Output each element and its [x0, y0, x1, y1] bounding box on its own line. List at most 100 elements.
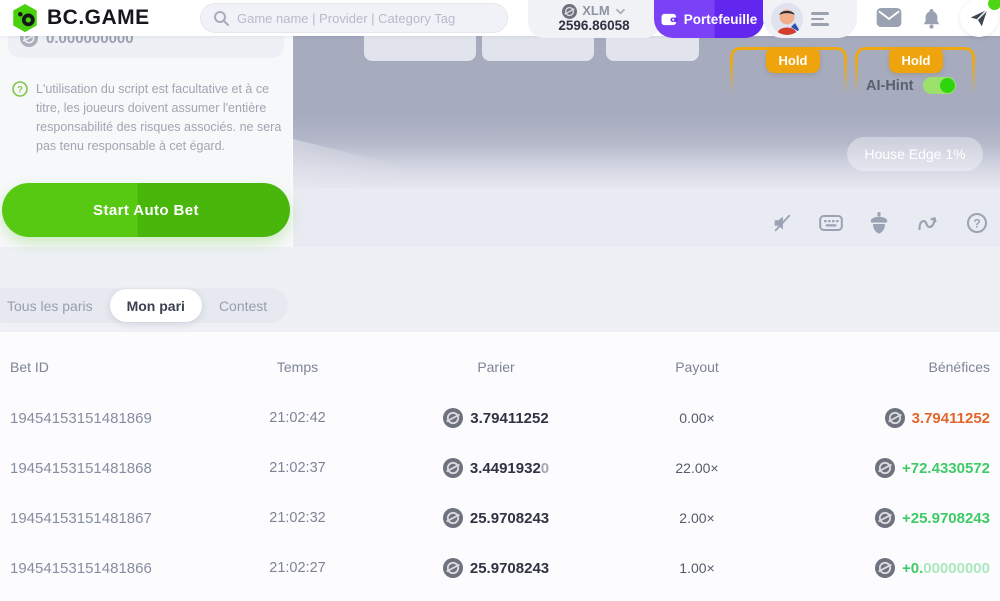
bets-tab-group: Tous les paris Mon pari Contest: [0, 288, 289, 323]
bet-id-cell: 19454153151481868: [10, 459, 152, 477]
tab-contest[interactable]: Contest: [218, 297, 268, 314]
profit-amount-main: +25.9708243: [901, 509, 990, 527]
xlm-coin-icon: [874, 458, 895, 478]
card-back: [482, 36, 594, 61]
profit-cell-text: +0.00000000: [902, 560, 990, 577]
payout-cell: 1.00×: [679, 560, 715, 576]
balance-currency-selector[interactable]: XLM 2596.86058: [528, 0, 660, 38]
bet-amount-main: 3.79411252: [470, 409, 549, 427]
bets-table-rows: 19454153151481869 21:02:42 3.79411252 0.…: [0, 393, 1000, 593]
xlm-coin-icon: [443, 408, 464, 428]
xlm-coin-icon: [884, 408, 905, 428]
tab-my-bet[interactable]: Mon pari: [109, 289, 202, 322]
house-edge-badge: House Edge 1%: [847, 137, 983, 171]
profit-cell: +72.4330572: [792, 458, 1000, 478]
xlm-coin-icon: [874, 508, 895, 528]
tab-all-bets[interactable]: Tous les paris: [7, 297, 93, 314]
ai-hint-control: AI-Hint: [866, 77, 956, 94]
toggle-knob: [939, 78, 955, 93]
wallet-button[interactable]: Portefeuille: [654, 0, 764, 38]
profit-cell-text: +72.4330572: [902, 460, 990, 477]
bcgame-logo-text: BC.GAME: [47, 6, 150, 29]
bet-amount-main: 25.9708243: [469, 509, 550, 527]
game-search-bar[interactable]: Game name | Provider | Category Tag: [200, 3, 508, 33]
user-menu: [763, 0, 857, 38]
chevron-down-icon: [615, 8, 625, 15]
chat-icon[interactable]: [960, 0, 998, 37]
wallet-button-label: Portefeuille: [683, 11, 758, 27]
bet-amount-text: 3.44919320: [470, 460, 549, 477]
bet-cell: 3.79411252: [390, 408, 602, 428]
svg-text:?: ?: [973, 217, 980, 231]
question-icon: ?: [12, 81, 28, 103]
hold-left-button[interactable]: Hold: [766, 47, 820, 73]
profit-cell: +0.00000000: [792, 558, 1000, 578]
col-header-time: Temps: [276, 359, 319, 375]
notification-badge: [986, 0, 1000, 12]
hotkeys-keyboard-icon[interactable]: [818, 210, 844, 236]
xlm-coin-icon: [442, 558, 463, 578]
script-disclaimer: ? L'utilisation du script est facultativ…: [12, 80, 284, 156]
profit-amount-main: +72.4330572: [901, 459, 990, 477]
bet-cell: 3.44919320: [390, 458, 602, 478]
sound-muted-icon[interactable]: [769, 210, 795, 236]
time-cell: 21:02:32: [269, 510, 326, 526]
table-row[interactable]: 19454153151481869 21:02:42 3.79411252 0.…: [0, 393, 1000, 443]
bet-amount-text: 25.9708243: [470, 510, 549, 527]
game-toolbar: ?: [293, 188, 1000, 247]
time-cell: 21:02:42: [269, 410, 326, 426]
search-icon: [214, 11, 229, 26]
profit-cell: 3.79411252: [792, 408, 1000, 428]
menu-icon[interactable]: [811, 12, 829, 26]
bet-cell: 25.9708243: [390, 508, 602, 528]
bets-table-header: Bet ID Temps Parier Payout Bénéfices: [0, 332, 1000, 380]
col-header-bet-id: Bet ID: [10, 359, 49, 375]
currency-label: XLM: [582, 3, 610, 19]
wallet-icon: [661, 13, 678, 25]
live-stats-icon[interactable]: [915, 210, 941, 236]
bet-amount-main: 25.9708243: [469, 559, 550, 577]
table-row[interactable]: 19454153151481868 21:02:37 3.44919320 22…: [0, 443, 1000, 493]
col-header-bet: Parier: [477, 359, 515, 375]
profit-amount-dim: 00000000: [923, 559, 990, 577]
table-row[interactable]: 19454153151481866 21:02:27 25.9708243 1.…: [0, 543, 1000, 593]
xlm-coin-icon: [442, 458, 463, 478]
balance-value: 2596.86058: [558, 18, 630, 34]
top-navigation-bar: BC.GAME Game name | Provider | Category …: [0, 0, 1000, 38]
hold-right-button[interactable]: Hold: [889, 47, 943, 73]
bet-amount-main: 3.4491932: [469, 459, 541, 477]
time-cell: 21:02:27: [269, 560, 326, 576]
card-back: [606, 36, 699, 61]
table-row[interactable]: 19454153151481867 21:02:32 25.9708243 2.…: [0, 493, 1000, 543]
bet-id-cell: 19454153151481869: [10, 409, 152, 427]
profit-cell-text: +25.9708243: [902, 510, 990, 527]
search-placeholder: Game name | Provider | Category Tag: [237, 10, 456, 26]
disclaimer-text: L'utilisation du script est facultative …: [36, 82, 282, 153]
acorn-icon[interactable]: [866, 210, 892, 236]
time-cell: 21:02:37: [269, 460, 326, 476]
start-auto-bet-button[interactable]: Start Auto Bet: [2, 183, 290, 237]
help-icon[interactable]: ?: [964, 210, 990, 236]
bet-settings-panel: 0.000000000 ? L'utilisation du script es…: [0, 18, 292, 247]
avatar[interactable]: [771, 3, 803, 35]
bet-id-cell: 19454153151481866: [10, 559, 152, 577]
xlm-coin-icon: [874, 558, 895, 578]
profit-amount-main: 3.79411252: [911, 409, 990, 427]
payout-cell: 22.00×: [675, 460, 719, 476]
ai-hint-toggle[interactable]: [922, 77, 956, 94]
notifications-bell-icon[interactable]: [922, 8, 941, 34]
bets-table: Bet ID Temps Parier Payout Bénéfices 194…: [0, 332, 1000, 601]
game-area: Hold Hold AI-Hint House Edge 1% ?: [293, 36, 1000, 247]
bets-tabs-section: Tous les paris Mon pari Contest: [0, 247, 1000, 332]
bcgame-logo[interactable]: BC.GAME: [10, 3, 150, 33]
xlm-coin-icon: [562, 4, 578, 20]
bet-amount-dim: 0: [540, 459, 550, 477]
bcgame-logo-icon: [13, 3, 37, 33]
messages-icon[interactable]: [876, 8, 902, 32]
payout-cell: 2.00×: [679, 510, 715, 526]
xlm-coin-icon: [442, 508, 463, 528]
ai-hint-label: AI-Hint: [866, 77, 914, 94]
profit-cell: +25.9708243: [792, 508, 1000, 528]
payout-cell: 0.00×: [679, 410, 715, 426]
